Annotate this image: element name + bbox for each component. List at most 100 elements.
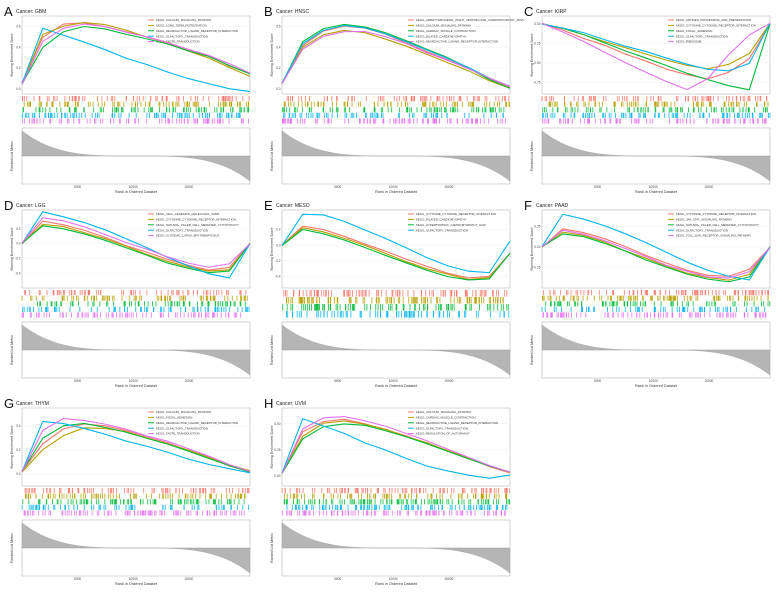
ytick-label: 0.00 [274, 474, 280, 478]
xaxis-label: Rank in Ordered Dataset [635, 190, 678, 194]
xaxis-label: Rank in Ordered Dataset [635, 384, 678, 388]
yaxis-enrichment-label: Running Enrichment Score [270, 34, 274, 77]
yaxis-ranked-label: Ranked List Metric [10, 141, 14, 171]
panel-cancer-title: Cancer: KIRP [536, 9, 567, 15]
enrichment-plot-area [281, 407, 511, 487]
legend-entry: KEGG_RIBOSOME [676, 40, 702, 44]
ytick-label: -0.4 [275, 275, 281, 279]
panel-cancer-title: Cancer: UVM [276, 401, 306, 407]
ytick-label: -0.4 [15, 271, 21, 275]
enrichment-line [281, 30, 511, 87]
ytick-label: 0.6 [16, 25, 21, 29]
legend-entry: KEGG_OLFACTORY_TRANSDUCTION [416, 228, 468, 232]
panel-letter: D [4, 198, 13, 213]
panel-letter: G [4, 396, 14, 411]
xtick-label: 10000 [389, 577, 398, 581]
legend-entry: KEGG_JAK_STAT_SIGNALING_PATHWAY [676, 218, 732, 222]
yaxis-enrichment-label: Running Enrichment Score [270, 228, 274, 271]
xtick-label: 10000 [129, 379, 138, 383]
panel-letter: C [524, 4, 533, 19]
panel-e: E Cancer: MESO Running Enrichment Score Ran… [264, 198, 511, 388]
yaxis-enrichment-label: Running Enrichment Score [10, 426, 14, 469]
ytick-label: 0.2 [276, 228, 281, 232]
ytick-label: -0.75 [533, 81, 540, 85]
enrichment-line [21, 225, 251, 274]
yaxis-enrichment-label: Running Enrichment Score [10, 34, 14, 77]
panel-f: F Cancer: PAAD Running Enrichment Score Ran… [524, 198, 771, 388]
ytick-label: 0.00 [534, 22, 540, 26]
xtick-label: 5000 [74, 379, 81, 383]
yaxis-enrichment-label: Running Enrichment Score [270, 426, 274, 469]
panel-a: A Cancer: GBM Running Enrichment Score Rank… [4, 4, 251, 194]
legend-entry: KEGG_TASTE_TRANSDUCTION [156, 432, 200, 436]
legend-entry: KEGG_CARDIAC_MUSCLE_CONTRACTION [416, 416, 475, 420]
panel-letter: B [264, 4, 273, 19]
panel-cancer-title: Cancer: HNSC [276, 9, 309, 15]
xtick-label: 15000 [444, 577, 453, 581]
enrichment-line [541, 229, 771, 279]
xtick-label: 5000 [74, 185, 81, 189]
xtick-label: 10000 [129, 185, 138, 189]
legend-entry: KEGG_CALCIUM_SIGNALING_PATHWAY [156, 410, 212, 414]
enrichment-line [281, 24, 511, 87]
xtick-label: 5000 [74, 577, 81, 581]
enrichment-line [541, 233, 771, 283]
xaxis-label: Rank in Ordered Dataset [115, 384, 158, 388]
ytick-label: 0.25 [274, 448, 280, 452]
enrichment-line [281, 225, 511, 279]
ytick-label: 0.6 [276, 25, 281, 29]
legend-entry: KEGG_LONG_TERM_POTENTIATION [156, 24, 207, 28]
enrichment-line [21, 27, 251, 93]
ytick-label: 0.00 [534, 245, 540, 249]
legend-entry: KEGG_CARDIAC_MUSCLE_CONTRACTION [416, 29, 475, 33]
ytick-label: 0.0 [16, 472, 21, 476]
panel-letter: A [4, 4, 13, 19]
xtick-label: 5000 [334, 577, 341, 581]
xtick-label: 10000 [129, 577, 138, 581]
enrichment-line [21, 223, 251, 272]
ytick-label: 0.0 [276, 243, 281, 247]
ytick-label: 0.0 [16, 87, 21, 91]
enrichment-line [281, 227, 511, 281]
enrichment-line [21, 23, 251, 85]
enrichment-line [21, 217, 251, 268]
xtick-label: 5000 [334, 379, 341, 383]
legend-entry: KEGG_REGULATION_OF_AUTOPHAGY [416, 432, 470, 436]
enrichment-line [541, 228, 771, 277]
xtick-label: 15000 [444, 379, 453, 383]
legend-entry: KEGG_HYPERTROPHIC_CARDIOMYOPATHY_HCM [416, 223, 486, 227]
enrichment-line [541, 22, 771, 72]
panel-d: D Cancer: LGG Running Enrichment Score Rank… [4, 198, 251, 388]
enrichment-line [281, 228, 511, 281]
enrichment-plot-area [21, 15, 251, 95]
yaxis-ranked-label: Ranked List Metric [10, 335, 14, 365]
ytick-label: 0.0 [276, 87, 281, 91]
legend-entry: KEGG_DILATED_CARDIOMYOPATHY [416, 34, 467, 38]
enrichment-line [281, 213, 511, 274]
panel-c: C Cancer: KIRP Running Enrichment Score Ran… [524, 4, 771, 194]
xtick-label: 15000 [184, 577, 193, 581]
ytick-label: 0.4 [16, 424, 21, 428]
enrichment-plot-area [281, 209, 511, 289]
legend-entry: KEGG_CALCIUM_SIGNALING_PATHWAY [416, 24, 472, 28]
xtick-label: 15000 [184, 379, 193, 383]
panel-g: G Cancer: THYM Running Enrichment Score Ran… [4, 396, 251, 586]
xaxis-label: Rank in Ordered Dataset [115, 582, 158, 586]
enrichment-line [541, 22, 771, 91]
legend-entry: KEGG_CYTOKINE_CYTOKINE_RECEPTOR_INTERACT… [676, 212, 756, 216]
legend-entry: KEGG_NATURAL_KILLER_CELL_MEDIATED_CYTOTO… [676, 223, 759, 227]
panel-cancer-title: Cancer: LGG [16, 203, 46, 209]
enrichment-line [21, 211, 251, 279]
xaxis-label: Rank in Ordered Dataset [375, 190, 418, 194]
legend-entry: KEGG_NEUROACTIVE_LIGAND_RECEPTOR_INTERAC… [416, 40, 498, 44]
ytick-label: 0.0 [16, 242, 21, 246]
yaxis-ranked-label: Ranked List Metric [530, 335, 534, 365]
panel-letter: E [264, 198, 273, 213]
panel-cancer-title: Cancer: GBM [16, 9, 46, 15]
ytick-label: 0.25 [534, 225, 540, 229]
yaxis-ranked-label: Ranked List Metric [270, 335, 274, 365]
xtick-label: 5000 [334, 185, 341, 189]
legend-entry: KEGG_ANTIGEN_PROCESSING_AND_PRESENTATION [676, 18, 751, 22]
ytick-label: 0.2 [16, 227, 21, 231]
